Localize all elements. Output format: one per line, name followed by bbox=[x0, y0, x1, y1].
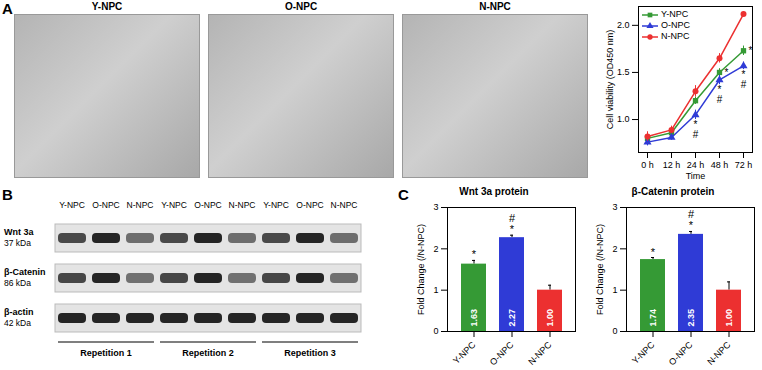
svg-text:2: 2 bbox=[612, 244, 617, 254]
svg-text:*#: *# bbox=[741, 69, 747, 90]
svg-text:Time: Time bbox=[686, 171, 706, 181]
html-text:C: C bbox=[398, 186, 409, 203]
svg-text:2: 2 bbox=[433, 244, 438, 254]
svg-text:24 h: 24 h bbox=[687, 160, 705, 170]
svg-text:48 h: 48 h bbox=[711, 160, 729, 170]
svg-text:12 h: 12 h bbox=[663, 160, 681, 170]
svg-text:2.0: 2.0 bbox=[617, 20, 630, 30]
svg-text:β-actin: β-actin bbox=[4, 307, 34, 317]
svg-text:Fold Change (/N-NPC): Fold Change (/N-NPC) bbox=[416, 224, 426, 315]
svg-text:0: 0 bbox=[612, 326, 617, 336]
svg-text:N-NPC: N-NPC bbox=[229, 200, 256, 210]
svg-text:1.00: 1.00 bbox=[545, 309, 555, 327]
html-text:N-NPC: N-NPC bbox=[661, 31, 690, 41]
svg-text:*: * bbox=[725, 67, 729, 78]
svg-text:1.63: 1.63 bbox=[469, 309, 479, 327]
svg-text:#*: #* bbox=[509, 212, 516, 235]
svg-text:1.5: 1.5 bbox=[617, 67, 630, 77]
svg-text:*: * bbox=[749, 45, 753, 56]
svg-text:Wnt 3a: Wnt 3a bbox=[4, 227, 34, 237]
svg-text:*#: *# bbox=[693, 119, 699, 140]
svg-text:Y-NPC: Y-NPC bbox=[630, 339, 657, 366]
svg-text:Cell viability (OD450 nm): Cell viability (OD450 nm) bbox=[605, 30, 615, 130]
html-text:Wnt 3a protein: Wnt 3a protein bbox=[459, 186, 529, 197]
svg-text:O-NPC: O-NPC bbox=[667, 339, 695, 367]
html-text:Y-NPC: Y-NPC bbox=[91, 1, 123, 12]
svg-text:Repetition 1: Repetition 1 bbox=[80, 348, 132, 358]
svg-text:2.35: 2.35 bbox=[686, 309, 696, 327]
html-text:Y-NPC: Y-NPC bbox=[661, 9, 689, 19]
html-text:B: B bbox=[2, 186, 13, 203]
svg-text:37 kDa: 37 kDa bbox=[4, 238, 31, 248]
svg-text:1: 1 bbox=[612, 285, 617, 295]
html-text:O-NPC: O-NPC bbox=[661, 20, 690, 30]
svg-text:N-NPC: N-NPC bbox=[331, 200, 358, 210]
svg-text:1: 1 bbox=[433, 285, 438, 295]
svg-text:2.27: 2.27 bbox=[507, 309, 517, 327]
svg-text:Y-NPC: Y-NPC bbox=[263, 200, 289, 210]
svg-text:0: 0 bbox=[433, 326, 438, 336]
svg-text:O-NPC: O-NPC bbox=[488, 339, 516, 367]
svg-text:*: * bbox=[651, 246, 656, 258]
html-text:A: A bbox=[2, 0, 13, 17]
svg-text:O-NPC: O-NPC bbox=[92, 200, 119, 210]
svg-text:Repetition 2: Repetition 2 bbox=[182, 348, 234, 358]
svg-text:O-NPC: O-NPC bbox=[296, 200, 323, 210]
svg-text:β-Catenin: β-Catenin bbox=[4, 267, 46, 277]
svg-text:42 kDa: 42 kDa bbox=[4, 318, 31, 328]
svg-text:3: 3 bbox=[612, 202, 617, 212]
svg-text:*: * bbox=[472, 248, 477, 260]
html-text:β-Catenin protein: β-Catenin protein bbox=[631, 186, 715, 197]
svg-text:*#: *# bbox=[717, 84, 723, 105]
html-text:O-NPC: O-NPC bbox=[284, 1, 318, 12]
svg-text:1.74: 1.74 bbox=[648, 309, 658, 327]
svg-text:1.0: 1.0 bbox=[617, 114, 630, 124]
svg-text:Fold Change (/N-NPC): Fold Change (/N-NPC) bbox=[595, 224, 605, 315]
svg-text:N-NPC: N-NPC bbox=[526, 339, 554, 367]
svg-text:Repetition 3: Repetition 3 bbox=[284, 348, 336, 358]
svg-text:86 kDa: 86 kDa bbox=[4, 278, 31, 288]
svg-text:72 h: 72 h bbox=[735, 160, 753, 170]
svg-text:3: 3 bbox=[433, 202, 438, 212]
svg-text:Y-NPC: Y-NPC bbox=[59, 200, 85, 210]
html-text:N-NPC: N-NPC bbox=[479, 1, 511, 12]
svg-text:#*: #* bbox=[688, 208, 695, 231]
svg-text:N-NPC: N-NPC bbox=[705, 339, 733, 367]
svg-text:Y-NPC: Y-NPC bbox=[161, 200, 187, 210]
svg-text:Y-NPC: Y-NPC bbox=[451, 339, 478, 366]
svg-text:1.00: 1.00 bbox=[724, 309, 734, 327]
svg-text:0 h: 0 h bbox=[641, 160, 654, 170]
svg-text:N-NPC: N-NPC bbox=[127, 200, 154, 210]
svg-text:O-NPC: O-NPC bbox=[194, 200, 221, 210]
